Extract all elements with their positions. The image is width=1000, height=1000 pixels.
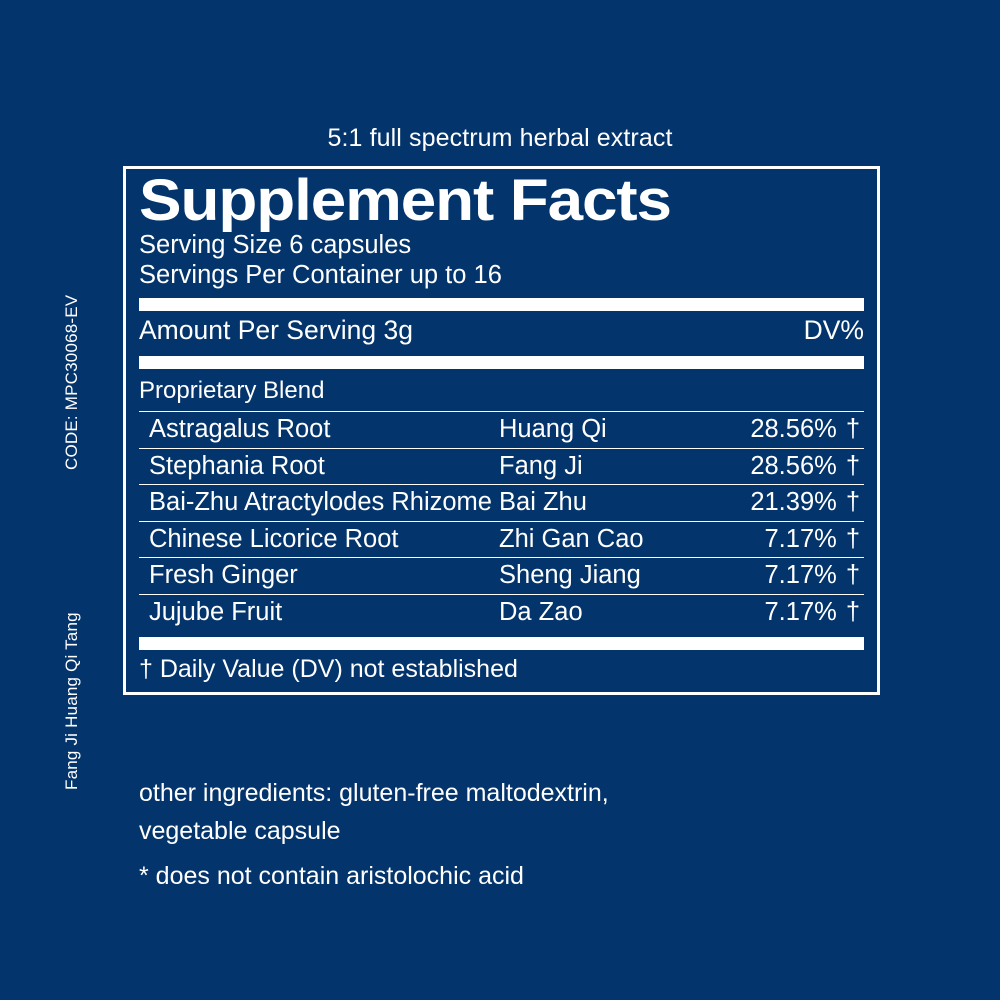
dagger-icon: † [845, 488, 860, 517]
ingredient-percent-cell: 21.39% † [714, 485, 864, 522]
dagger-icon: † [845, 597, 860, 626]
amount-per-serving-label: Amount Per Serving 3g [139, 314, 413, 345]
servings-per-container-line: Servings Per Container up to 16 [139, 261, 502, 290]
table-row: Fresh Ginger Sheng Jiang 7.17% † [139, 557, 864, 595]
daily-value-header: DV% [803, 314, 864, 345]
ingredient-common-name: Bai-Zhu Atractylodes Rhizome [149, 488, 492, 517]
ingredient-common-name: Astragalus Root [149, 414, 331, 443]
ingredient-pinyin-name: Da Zao [499, 597, 583, 626]
ingredients-table: Astragalus Root Huang Qi 28.56% † Stephania … [139, 411, 864, 631]
ingredient-percent-cell: 7.17% † [714, 594, 864, 630]
ingredient-percent-cell: 7.17% † [714, 521, 864, 558]
serving-size-line: Serving Size 6 capsules [139, 231, 412, 260]
ingredient-pinyin-name: Bai Zhu [499, 488, 587, 517]
daily-value-footnote: † Daily Value (DV) not established [139, 655, 518, 684]
divider-bar-bottom [139, 637, 864, 651]
table-row: Stephania Root Fang Ji 28.56% † [139, 448, 864, 485]
ingredient-percent-value: 28.56% [750, 451, 837, 480]
other-ingredients-line-1: other ingredients: gluten-free maltodext… [139, 779, 609, 807]
dagger-icon: † [845, 414, 860, 443]
ingredient-common-name: Jujube Fruit [149, 597, 283, 626]
ingredient-pinyin-name: Sheng Jiang [499, 561, 641, 590]
proprietary-blend-label: Proprietary Blend [139, 376, 325, 404]
dagger-icon: † [845, 561, 860, 590]
ingredient-pinyin-name: Huang Qi [499, 414, 607, 443]
formula-name-vertical-text: Fang Ji Huang Qi Tang [62, 612, 81, 790]
ingredient-pinyin-name: Zhi Gan Cao [499, 524, 644, 553]
table-row: Astragalus Root Huang Qi 28.56% † [139, 411, 864, 448]
table-row: Chinese Licorice Root Zhi Gan Cao 7.17% † [139, 521, 864, 558]
ingredient-pinyin-name: Fang Ji [499, 451, 583, 480]
ingredient-percent-cell: 7.17% † [714, 558, 864, 595]
ingredient-percent-value: 7.17% [764, 561, 837, 590]
divider-bar-middle [139, 355, 864, 369]
ingredient-common-name: Fresh Ginger [149, 561, 298, 590]
extract-tagline: 5:1 full spectrum herbal extract [327, 124, 673, 152]
ingredient-percent-cell: 28.56% † [714, 411, 864, 448]
ingredient-percent-value: 7.17% [764, 597, 837, 626]
ingredient-common-name: Stephania Root [149, 451, 325, 480]
table-row: Bai-Zhu Atractylodes Rhizome Bai Zhu 21.39… [139, 484, 864, 522]
amount-per-serving-row: Amount Per Serving 3g DV% [139, 311, 864, 349]
ingredient-percent-value: 28.56% [750, 414, 837, 443]
other-ingredients-block: other ingredients: gluten-free maltodext… [139, 775, 919, 896]
ingredient-percent-value: 7.17% [764, 524, 837, 553]
dagger-icon: † [845, 524, 860, 553]
dagger-icon: † [845, 451, 860, 480]
aristolochic-acid-disclaimer: * does not contain aristolochic acid [139, 862, 524, 890]
panel-title: Supplement Facts [139, 168, 672, 233]
table-row: Jujube Fruit Da Zao 7.17% † [139, 594, 864, 630]
supplement-facts-panel: Supplement Facts Serving Size 6 capsules… [123, 166, 880, 696]
other-ingredients-line-2: vegetable capsule [139, 816, 341, 845]
ingredient-percent-cell: 28.56% † [714, 448, 864, 485]
bottom-spacer [139, 850, 919, 858]
ingredient-common-name: Chinese Licorice Root [149, 524, 399, 553]
divider-bar-top [139, 297, 864, 311]
ingredient-percent-value: 21.39% [750, 488, 837, 517]
